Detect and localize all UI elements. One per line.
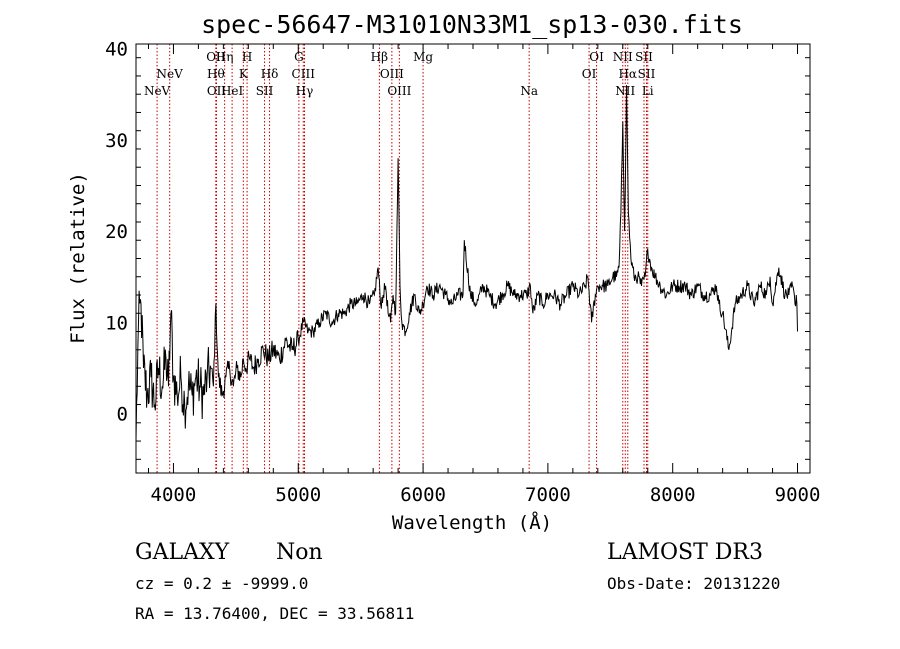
x-tick-label: 9000 bbox=[775, 484, 821, 506]
y-tick-label: 20 bbox=[105, 221, 128, 243]
spectral-line-label: Hη bbox=[216, 50, 234, 64]
spectral-line-label: OIII bbox=[380, 67, 404, 81]
y-tick-label: 10 bbox=[105, 312, 128, 334]
y-tick-label: 40 bbox=[105, 39, 128, 61]
spectral-line-label: Na bbox=[520, 84, 538, 98]
sky-coordinates: RA = 13.76400, DEC = 33.56811 bbox=[135, 604, 414, 623]
spectral-line-label: Mg bbox=[413, 50, 433, 64]
x-axis-label: Wavelength (Å) bbox=[392, 511, 552, 534]
spectral-line-label: Hγ bbox=[296, 84, 314, 98]
spectral-line-label: Li bbox=[642, 84, 654, 98]
spectral-line-label: NII bbox=[613, 50, 633, 64]
spectral-line-labels: NeV NeV OII OII Hθ Hη HeI KH SII Hδ G CIII Hγ Hβ OIII O… bbox=[144, 50, 656, 98]
spectral-line-label: NeV bbox=[144, 84, 171, 98]
y-axis-label: Flux (relative) bbox=[67, 172, 89, 344]
spectral-line-label: CIII bbox=[292, 67, 316, 81]
plot-frame bbox=[135, 43, 811, 474]
spectral-line-label: SII bbox=[256, 84, 274, 98]
spectral-line-label: OII bbox=[207, 84, 227, 98]
y-tick-label: 30 bbox=[105, 130, 128, 152]
object-class: GALAXY bbox=[135, 540, 230, 565]
spectral-line-label: H bbox=[242, 50, 252, 64]
x-tick-label: 8000 bbox=[650, 484, 696, 506]
x-tick-label: 4000 bbox=[151, 484, 197, 506]
x-tick-label: 7000 bbox=[525, 484, 571, 506]
spectral-line-label: K bbox=[239, 67, 249, 81]
spectral-line-label: Hα bbox=[618, 67, 637, 81]
spectral-line-label: Hδ bbox=[261, 67, 279, 81]
spectrum-series-line bbox=[135, 85, 798, 442]
spectral-line-label: SII bbox=[638, 67, 656, 81]
x-axis-ticks: 4000 5000 6000 7000 8000 9000 bbox=[147, 44, 821, 506]
redshift-cz: cz = 0.2 ± -9999.0 bbox=[135, 574, 308, 593]
object-subclass: Non bbox=[276, 540, 323, 565]
spectral-line-label: HeI bbox=[221, 84, 244, 98]
spectral-line-label: OI bbox=[589, 50, 604, 64]
spectral-line-label: SII bbox=[635, 50, 653, 64]
observation-date: Obs-Date: 20131220 bbox=[607, 574, 780, 593]
chart-title: spec-56647-M31010N33M1_sp13-030.fits bbox=[201, 10, 743, 39]
spectral-line-label: OIII bbox=[387, 84, 411, 98]
spectral-line-label: OII bbox=[206, 50, 226, 64]
spectral-line-label: Hθ bbox=[207, 67, 225, 81]
spectral-line-label: Hβ bbox=[371, 50, 388, 64]
spectral-line-label: OI bbox=[582, 67, 597, 81]
spectral-line-markers bbox=[156, 44, 649, 473]
x-tick-label: 5000 bbox=[275, 484, 321, 506]
y-axis-ticks: 0 10 20 30 40 bbox=[105, 39, 810, 460]
spectral-line-label: NeV bbox=[157, 67, 184, 81]
survey-name: LAMOST DR3 bbox=[607, 540, 763, 565]
spectral-line-label: NII bbox=[615, 84, 635, 98]
y-tick-label: 0 bbox=[117, 404, 128, 426]
spectral-line-label: G bbox=[294, 50, 304, 64]
x-tick-label: 6000 bbox=[400, 484, 446, 506]
